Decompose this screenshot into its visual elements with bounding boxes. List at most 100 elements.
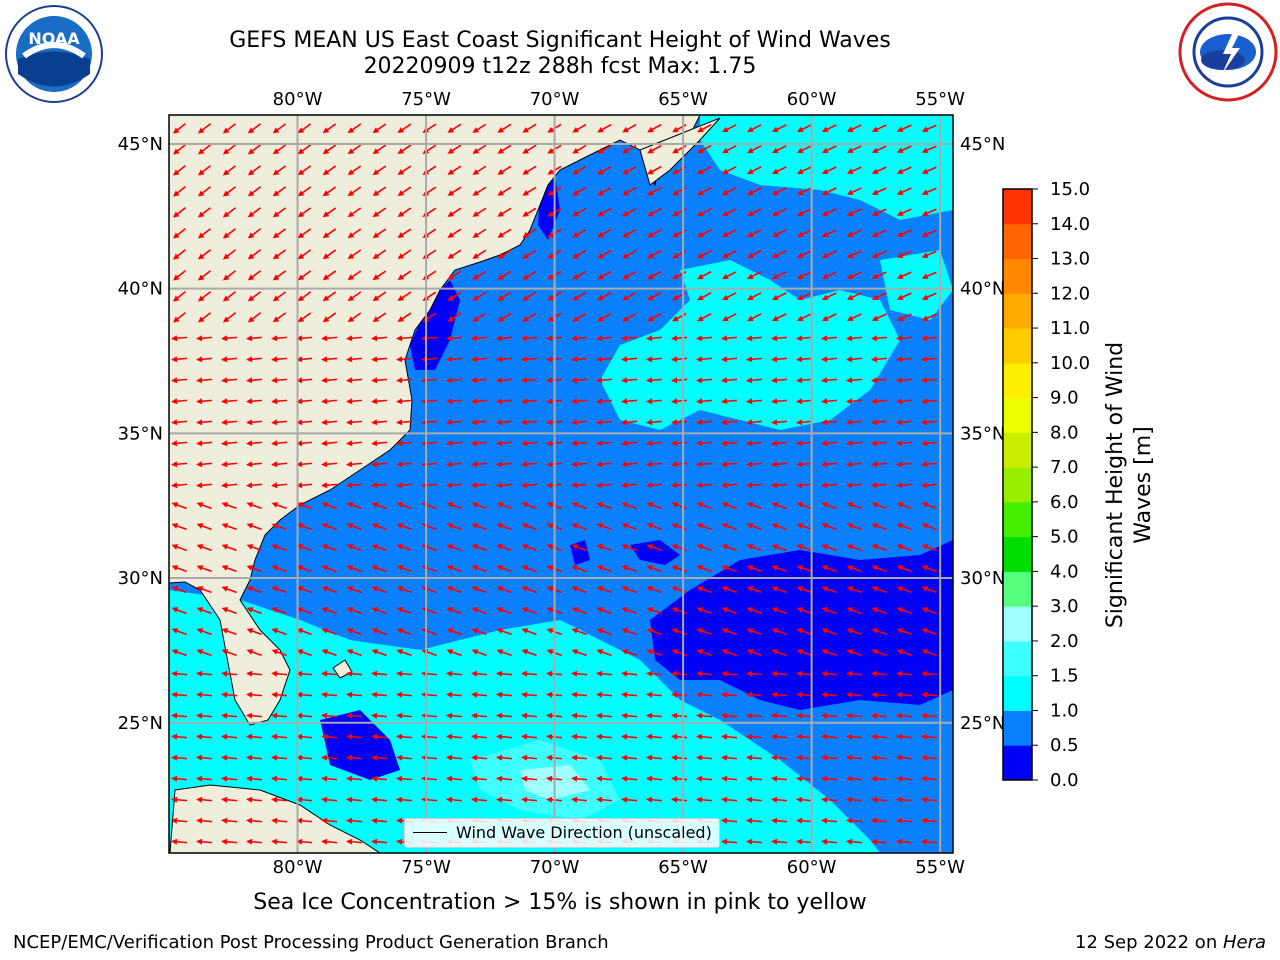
land-north-america	[169, 115, 701, 726]
wind-arrow	[696, 482, 713, 489]
wind-arrow	[297, 249, 312, 260]
wind-arrow	[346, 502, 362, 510]
wind-arrow	[746, 356, 763, 363]
wind-arrow	[346, 649, 362, 657]
wind-arrow	[271, 544, 287, 552]
wind-arrow	[821, 628, 837, 636]
wind-arrow	[646, 523, 662, 531]
wind-arrow	[222, 144, 237, 155]
wind-arrow	[771, 691, 788, 698]
wind-arrow	[572, 270, 587, 280]
wind-arrow	[672, 165, 687, 175]
wind-arrow	[672, 228, 687, 238]
wind-arrow	[671, 628, 687, 636]
wind-arrow	[821, 796, 838, 803]
wind-arrow	[396, 649, 412, 657]
wind-arrow	[921, 398, 938, 405]
colorbar-segment	[1003, 745, 1032, 781]
wind-arrow	[246, 398, 263, 405]
colorbar-segment	[1003, 432, 1032, 468]
wind-arrow	[821, 733, 838, 740]
wind-arrow	[521, 440, 538, 447]
lon-label-bottom: 80°W	[273, 857, 323, 878]
wind-arrow	[596, 419, 613, 426]
wind-arrow	[496, 607, 512, 615]
wind-arrow	[621, 565, 637, 573]
wind-arrow	[371, 335, 388, 342]
wind-arrow	[196, 377, 213, 384]
wind-arrow	[271, 817, 288, 824]
wind-arrow	[821, 398, 838, 405]
wind-arrow	[621, 356, 638, 363]
wind-arrow	[871, 523, 887, 531]
wind-arrow	[471, 335, 488, 342]
wind-arrow	[296, 398, 313, 405]
wind-arrow	[172, 228, 186, 239]
wind-arrow	[746, 712, 763, 719]
wind-arrow	[596, 733, 613, 740]
wind-arrow	[771, 838, 788, 845]
wind-arrow	[796, 670, 813, 677]
wind-arrow	[672, 312, 687, 322]
wind-arrow	[271, 335, 288, 342]
wind-arrow	[921, 733, 938, 740]
wind-arrow	[246, 775, 263, 782]
wind-arrow	[447, 165, 462, 175]
wind-arrow	[622, 228, 637, 238]
wind-arrow	[622, 123, 637, 133]
wind-arrow	[921, 461, 938, 468]
wind-arrow	[671, 377, 688, 384]
wind-arrow	[846, 292, 862, 300]
wind-arrow	[296, 733, 313, 740]
wind-arrow	[346, 796, 363, 803]
wind-arrow	[372, 144, 387, 155]
wind-arrow	[496, 649, 512, 657]
wind-arrow	[296, 482, 313, 489]
wind-arrow	[821, 187, 837, 195]
wind-arrow	[196, 419, 213, 426]
wind-arrow	[871, 356, 888, 363]
wind-arrow	[296, 377, 313, 384]
wind-arrow	[647, 144, 662, 154]
wind-arrow	[372, 228, 387, 239]
wind-arrow	[296, 356, 313, 363]
wind-arrow	[721, 461, 738, 468]
wind-arrow	[721, 796, 738, 803]
wind-arrow	[621, 754, 638, 761]
lat-label-left: 25°N	[118, 713, 163, 734]
wind-arrow	[796, 292, 812, 301]
wind-arrow	[621, 335, 638, 342]
wind-arrow	[672, 123, 687, 133]
wind-arrow	[571, 607, 587, 615]
wind-arrow	[447, 123, 462, 133]
wind-arrow	[346, 586, 362, 594]
wind-arrow	[596, 482, 613, 489]
wind-arrow	[496, 356, 513, 363]
wind-arrow	[746, 335, 763, 342]
wind-arrow	[696, 712, 713, 719]
wind-arrow	[396, 712, 413, 719]
wind-arrow	[871, 817, 888, 824]
wind-arrow	[171, 670, 188, 677]
wind-arrow	[896, 482, 913, 489]
wind-arrow	[171, 565, 187, 573]
wind-arrow	[221, 607, 237, 615]
wind-arrow	[197, 270, 212, 281]
wind-arrow	[496, 482, 513, 489]
lon-label-top: 60°W	[787, 89, 837, 110]
wind-arrow	[647, 207, 662, 217]
wind-arrow	[221, 502, 237, 510]
wind-arrow	[697, 166, 712, 175]
wind-arrow	[196, 607, 212, 615]
wind-arrow	[396, 754, 413, 761]
wind-arrow	[471, 398, 488, 405]
wind-arrow	[297, 144, 312, 155]
wind-arrow	[296, 419, 313, 426]
wind-arrow	[621, 440, 638, 447]
wind-arrow	[821, 607, 837, 615]
wind-arrow	[771, 335, 788, 342]
wind-arrow	[247, 249, 262, 260]
wind-arrow	[646, 482, 663, 489]
wind-arrow	[372, 186, 387, 197]
wind-arrow	[446, 565, 462, 573]
